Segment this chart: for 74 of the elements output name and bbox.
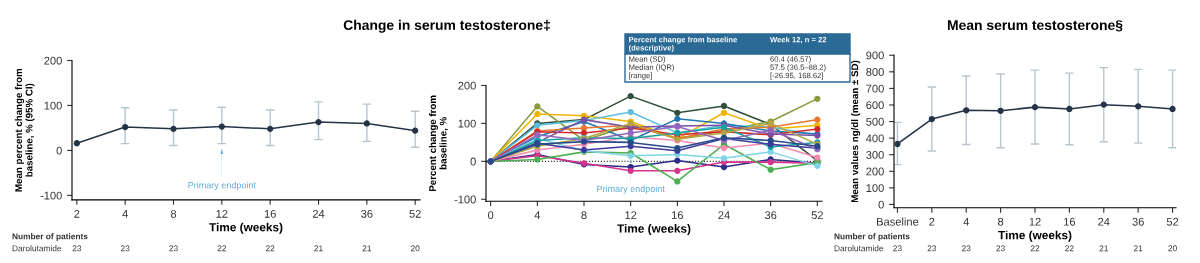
x-tick-label: 0 [488,211,494,220]
text: 23 [996,245,1005,252]
y-tick-label: -100 [40,191,62,200]
y-tick-label: 0 [56,146,62,155]
text: Darolutamide [12,245,62,252]
text: Number of patients [12,233,88,241]
text: 23 [72,245,82,252]
annotation: Primary endpoint [597,185,665,194]
text: 23 [962,245,971,252]
x-tick-label: 12 [216,209,228,218]
text: 23 [120,245,130,252]
x-tick-label: 4 [534,211,541,219]
x-tick-label: 8 [170,209,177,218]
x-tick-label: 2 [74,209,80,218]
text: 22 [1030,245,1040,252]
y-tick-label: 300 [866,150,884,159]
x-tick-label: 52 [409,209,421,218]
text: 21 [1099,245,1109,252]
x-tick-label: 24 [1098,217,1110,226]
x-tick-label: 52 [811,211,823,220]
y-axis-title: Percent change from baseline, % [428,95,448,192]
x-tick-label: 16 [1064,217,1076,226]
y-tick-label: 200 [44,56,62,65]
text: Number of patients [834,233,910,241]
y-tick-label: 200 [866,167,884,176]
y-tick-label: 700 [866,84,884,93]
y-tick-label: -100 [454,195,476,204]
x-tick-label: 2 [929,217,935,226]
text: 21 [314,245,323,252]
x-axis-title: Time (weeks) [617,224,691,236]
x-tick-label: 8 [581,211,587,220]
y-axis-title: Mean values ng/dl (mean ± SD) [851,60,861,203]
y-tick-label: 400 [866,134,884,143]
y-tick-label: 900 [866,51,884,60]
x-tick-label: 16 [672,211,684,220]
x-tick-label: 24 [718,211,730,219]
y-axis-title: Mean percent change from baseline, % (95% CI) [14,68,35,192]
x-tick-label: 36 [361,209,373,218]
y-tick-label: 100 [866,184,884,193]
x-tick-label: 12 [1029,217,1041,226]
x-tick-label: 8 [998,217,1004,226]
x-tick-label: 24 [312,209,325,218]
text: 22 [1065,245,1074,252]
y-tick-label: 100 [458,119,476,128]
y-tick-label: 800 [866,68,884,76]
x-tick-label: 36 [1132,217,1144,226]
text: 22 [217,245,227,252]
x-tick-label: 36 [764,211,777,220]
text: 23 [927,245,937,252]
text: Darolutamide [834,245,884,252]
x-tick-label: 4 [963,217,969,226]
y-tick-label: 200 [458,81,476,90]
annotation: Primary endpoint [188,181,256,191]
chart-title: Mean serum testosterone§ [947,20,1123,32]
x-tick-label: 12 [625,211,637,219]
x-tick-label: Baseline [877,217,919,226]
text: 21 [1133,245,1143,252]
x-tick-label: 16 [264,209,276,218]
text: 23 [169,245,178,252]
text: 20 [1168,245,1177,252]
chart-title: Change in serum testosterone‡ [343,19,550,33]
x-axis-title: Time (weeks) [209,222,283,234]
y-tick-label: 0 [878,200,884,209]
y-tick-label: 500 [866,117,884,126]
text: 20 [410,245,420,252]
y-tick-label: 0 [470,157,476,166]
x-tick-label: 52 [1166,217,1179,226]
x-axis-title: Time (weeks) [998,230,1072,242]
text: 22 [265,245,275,252]
y-tick-label: 600 [866,101,884,110]
text: 21 [362,245,372,252]
y-tick-label: 100 [44,101,62,110]
text: 23 [893,245,902,252]
x-tick-label: 4 [122,210,128,218]
